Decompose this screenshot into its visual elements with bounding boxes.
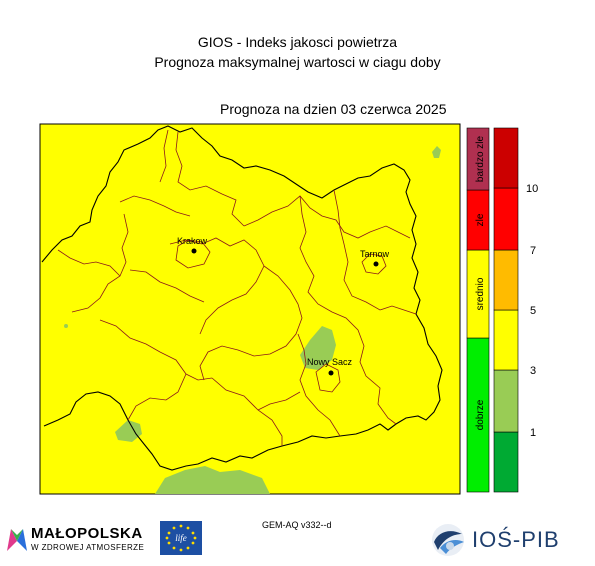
scale-tick-3: 3	[530, 365, 536, 377]
malopolska-emblem-icon	[7, 529, 27, 551]
eu-logo-text: life	[175, 533, 187, 543]
scale-band-4	[493, 249, 519, 311]
malopolska-logo-text: MAŁOPOLSKA	[31, 525, 143, 542]
legend-categories: dobrze srednio zle bardzo zle	[466, 127, 490, 493]
region-outline	[41, 125, 443, 471]
city-dot-krakow	[191, 248, 197, 254]
ios-pib-emblem-icon	[432, 524, 464, 556]
city-label-tarnow: Tarnow	[360, 249, 390, 259]
legend-label-zle: zle	[475, 213, 486, 226]
scale-band-1	[493, 431, 519, 493]
malopolska-logo-subtext: W ZDROWEJ ATMOSFERZE	[31, 543, 145, 552]
good-area-northeast	[432, 146, 441, 158]
malopolska-logo: MAŁOPOLSKA W ZDROWEJ ATMOSFERZE	[5, 521, 155, 559]
scale-band-5	[493, 187, 519, 251]
map-area	[39, 123, 461, 495]
good-area-nowy-sacz	[300, 326, 336, 370]
eu-life-logo: life	[160, 521, 202, 555]
scale-tick-10: 10	[526, 183, 538, 195]
legend-label-bardzo-zle: bardzo zle	[475, 135, 486, 182]
legend-cat-bardzo-zle	[466, 127, 490, 191]
map-title: GIOS - Indeks jakosci powietrza	[197, 34, 398, 50]
scale-tick-7: 7	[530, 245, 536, 257]
city-dot-tarnow	[373, 261, 379, 267]
legend-label-srednio: srednio	[475, 277, 486, 310]
scale-tick-5: 5	[530, 305, 536, 317]
scale-tick-1: 1	[530, 427, 536, 439]
scale-band-6	[493, 127, 519, 189]
ios-pib-logo-text: IOŚ-PIB	[472, 527, 560, 552]
city-markers: Krakow Tarnow Nowy Sacz	[177, 236, 390, 376]
scale-band-2	[493, 369, 519, 433]
good-air-areas	[64, 146, 441, 494]
eu-flag-icon: life	[160, 521, 202, 555]
county-boundaries	[57, 129, 417, 446]
good-area-west	[115, 420, 142, 442]
legend-label-dobrze: dobrze	[475, 399, 486, 430]
good-area-dot	[64, 324, 68, 328]
good-area-south	[155, 466, 270, 494]
ios-pib-logo: IOŚ-PIB	[428, 520, 568, 560]
city-label-krakow: Krakow	[177, 236, 208, 246]
city-label-nowy-sacz: Nowy Sacz	[307, 357, 353, 367]
model-version-label: GEM-AQ v332--d	[262, 520, 332, 530]
legend-scale: 1 3 5 7 10	[493, 127, 538, 493]
city-dot-nowy-sacz	[328, 370, 334, 376]
forecast-date-label: Prognoza na dzien 03 czerwca 2025	[220, 101, 447, 117]
scale-band-3	[493, 309, 519, 371]
map-subtitle: Prognoza maksymalnej wartosci w ciagu do…	[154, 54, 441, 70]
